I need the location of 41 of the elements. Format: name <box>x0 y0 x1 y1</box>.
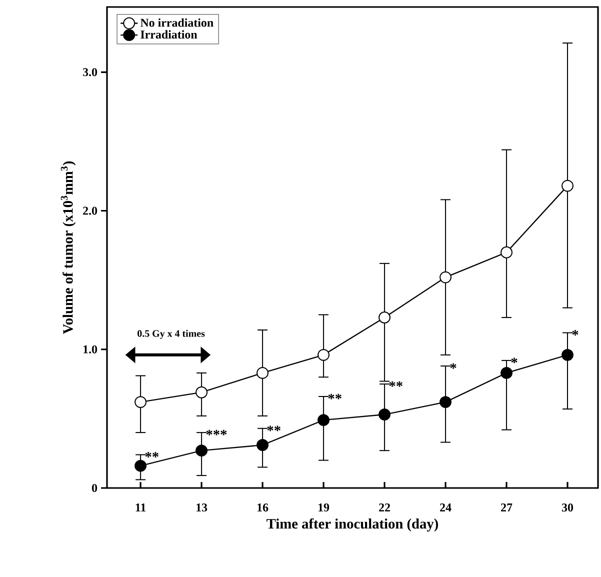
x-tick-label: 16 <box>258 503 268 512</box>
x-tick-label: 30 <box>562 503 574 512</box>
point <box>378 408 391 421</box>
annotation: ** <box>328 394 342 400</box>
y-tick-label: 2.0 <box>83 206 98 215</box>
legend-label: No irradiation <box>140 18 214 27</box>
x-tick-label: 19 <box>318 503 330 512</box>
point <box>196 386 208 398</box>
x-tick-label: 22 <box>379 503 390 512</box>
x-tick-label: 11 <box>136 503 146 512</box>
annotation: * <box>511 358 518 364</box>
y-tick-label: 1.0 <box>84 345 98 354</box>
point <box>318 348 330 361</box>
annotation: ** <box>145 452 158 458</box>
point <box>318 414 330 426</box>
point <box>500 366 512 379</box>
x-tick-label: 13 <box>196 503 208 512</box>
point <box>440 271 452 284</box>
x-axis-title: Time after inoculation (day) <box>266 518 438 532</box>
point <box>440 396 452 408</box>
point <box>378 312 391 324</box>
annotation: *** <box>206 430 227 436</box>
point <box>256 366 269 379</box>
point <box>256 439 269 452</box>
annotation: ** <box>389 381 402 387</box>
annotation: * <box>450 363 456 369</box>
point <box>196 444 208 457</box>
x-tick-label: 27 <box>501 503 512 512</box>
annotation: * <box>572 330 578 336</box>
annotation: ** <box>267 426 280 432</box>
y-tick-label: 0 <box>92 484 98 492</box>
point <box>134 460 147 472</box>
point <box>134 396 147 408</box>
y-axis-title: Volume of tumor (x10$^{3}$mm$^{3}$) <box>60 161 76 334</box>
point <box>562 348 574 361</box>
legend-label: Irradiation <box>140 30 198 39</box>
point <box>562 180 574 192</box>
point <box>500 246 512 258</box>
annotation: 0.5 Gy x 4 times <box>138 330 205 339</box>
y-tick-label: 3.0 <box>83 68 98 76</box>
x-tick-label: 24 <box>440 503 452 512</box>
